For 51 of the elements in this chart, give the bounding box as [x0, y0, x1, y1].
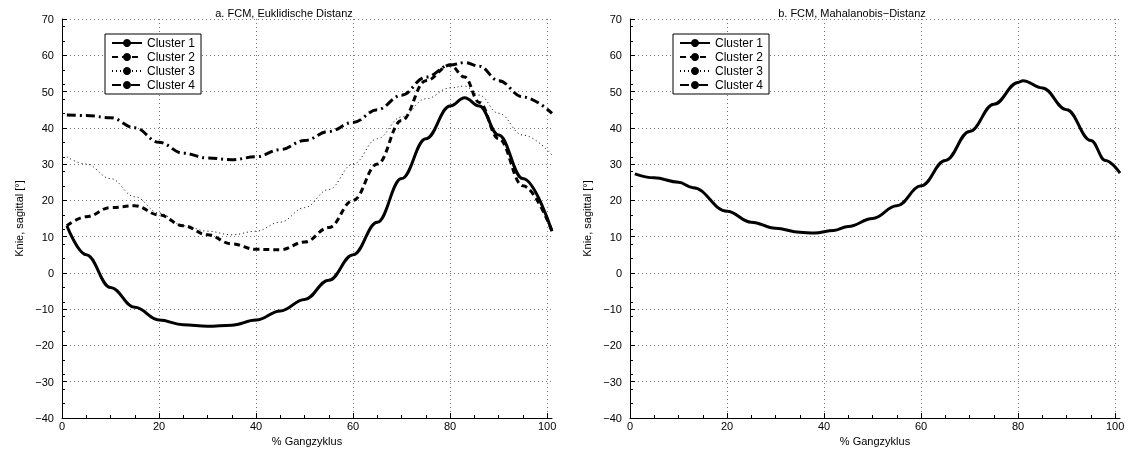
x-tick-label: 100: [1105, 419, 1125, 432]
y-tick-label: −20: [35, 339, 54, 352]
x-tick-label: 80: [443, 419, 457, 432]
y-tick-label: 50: [609, 85, 622, 98]
legend-label: Cluster 3: [147, 64, 196, 78]
y-tick-label: −10: [35, 303, 54, 316]
y-axis-title: Knie, sagittal [°]: [580, 180, 593, 257]
y-tick-label: 20: [41, 194, 54, 207]
legend-label: Cluster 2: [715, 50, 764, 64]
y-tick-label: 20: [609, 194, 622, 207]
y-tick-label: 60: [41, 49, 54, 62]
line-series: [633, 79, 1122, 235]
y-tick-label: 10: [41, 230, 54, 243]
x-axis-title: % Gangzyklus: [271, 435, 343, 448]
x-tick-label: 60: [914, 419, 928, 432]
y-tick-label: 40: [41, 121, 54, 134]
y-tick-label: 60: [609, 49, 622, 62]
chart-title: a. FCM, Euklidische Distanz: [215, 6, 353, 19]
x-tick-label: 40: [249, 419, 263, 432]
y-tick-label: 40: [609, 121, 622, 134]
y-tick-label: 70: [41, 13, 54, 25]
chart-title: b. FCM, Mahalanobis−Distanz: [778, 6, 926, 19]
y-axis-title: Knie, sagittal [°]: [12, 180, 25, 257]
x-tick-label: 80: [1011, 419, 1025, 432]
y-tick-label: 30: [609, 158, 622, 171]
legend-label: Cluster 4: [715, 78, 764, 92]
y-tick-label: 70: [609, 13, 622, 25]
x-tick-label: 20: [152, 419, 166, 432]
y-tick-label: 0: [615, 266, 622, 279]
y-tick-label: 50: [41, 85, 54, 98]
y-tick-label: 0: [47, 266, 54, 279]
x-tick-label: 100: [537, 419, 557, 432]
x-tick-label: 60: [346, 419, 360, 432]
y-tick-label: 10: [609, 230, 622, 243]
y-tick-label: −30: [603, 375, 622, 388]
legend-label: Cluster 2: [147, 50, 196, 64]
y-tick-label: −30: [35, 375, 54, 388]
y-tick-label: −40: [35, 412, 54, 424]
x-axis-title: % Gangzyklus: [839, 435, 911, 448]
y-tick-label: −10: [603, 303, 622, 316]
legend-label: Cluster 1: [147, 36, 196, 50]
legend-label: Cluster 4: [147, 78, 196, 92]
y-tick-label: −40: [603, 412, 622, 424]
x-tick-label: 0: [626, 419, 634, 432]
legend-label: Cluster 3: [715, 64, 764, 78]
y-tick-label: 30: [41, 158, 54, 171]
x-tick-label: 0: [58, 419, 66, 432]
legend-label: Cluster 1: [715, 36, 764, 50]
x-tick-label: 40: [817, 419, 831, 432]
x-tick-label: 20: [720, 419, 734, 432]
y-tick-label: −20: [603, 339, 622, 352]
